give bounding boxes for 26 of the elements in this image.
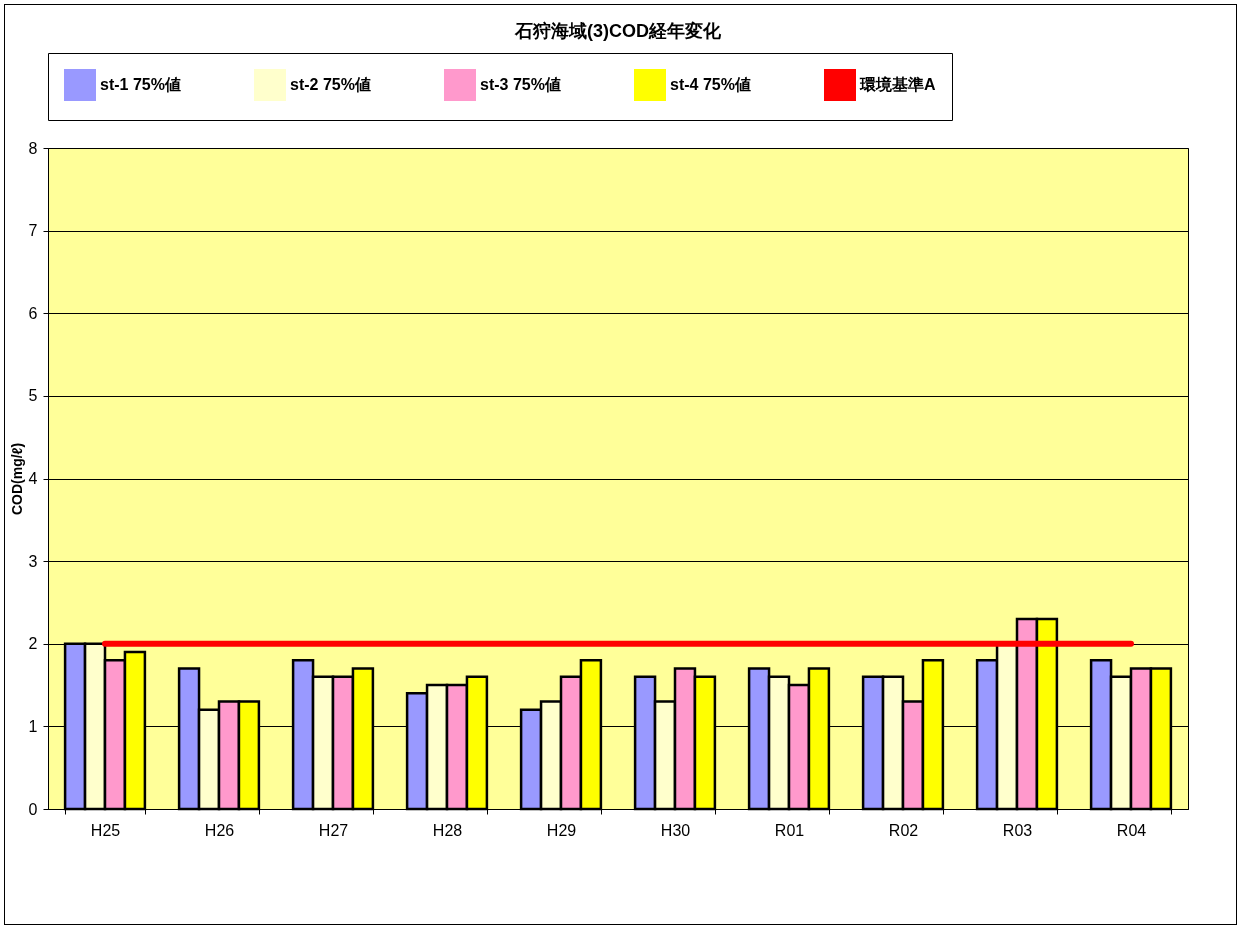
legend-label: st-4 75%値 bbox=[670, 76, 751, 93]
y-tick-label: 3 bbox=[28, 552, 38, 570]
x-tick-label: H30 bbox=[660, 821, 691, 839]
y-tick-label: 6 bbox=[28, 304, 38, 322]
x-tick-label: H26 bbox=[204, 821, 235, 839]
x-tick-label: H27 bbox=[318, 821, 349, 839]
x-tick-label: R02 bbox=[888, 821, 919, 839]
x-tick-label: R04 bbox=[1116, 821, 1147, 839]
x-tick-label: R03 bbox=[1002, 821, 1033, 839]
x-tick-label: R01 bbox=[774, 821, 805, 839]
y-tick-label: 0 bbox=[28, 800, 38, 818]
y-tick-label: 7 bbox=[28, 222, 38, 240]
legend-label: st-1 75%値 bbox=[100, 76, 181, 93]
y-tick-label: 1 bbox=[28, 717, 38, 735]
chart-title: 石狩海域(3)COD経年変化 bbox=[514, 20, 722, 41]
y-tick-label: 4 bbox=[28, 470, 38, 487]
legend-label: st-3 75%値 bbox=[480, 76, 561, 93]
y-tick-label: 2 bbox=[28, 635, 38, 653]
y-tick-label: 5 bbox=[28, 387, 38, 405]
x-tick-label: H29 bbox=[546, 821, 577, 839]
x-tick-label: H25 bbox=[90, 821, 121, 839]
y-tick-label: 8 bbox=[28, 139, 38, 157]
y-axis-title: COD(mg/ℓ) bbox=[8, 442, 25, 516]
legend-label: st-2 75%値 bbox=[290, 76, 371, 93]
x-tick-label: H28 bbox=[432, 821, 463, 839]
legend-label: 環境基準A bbox=[859, 75, 936, 93]
